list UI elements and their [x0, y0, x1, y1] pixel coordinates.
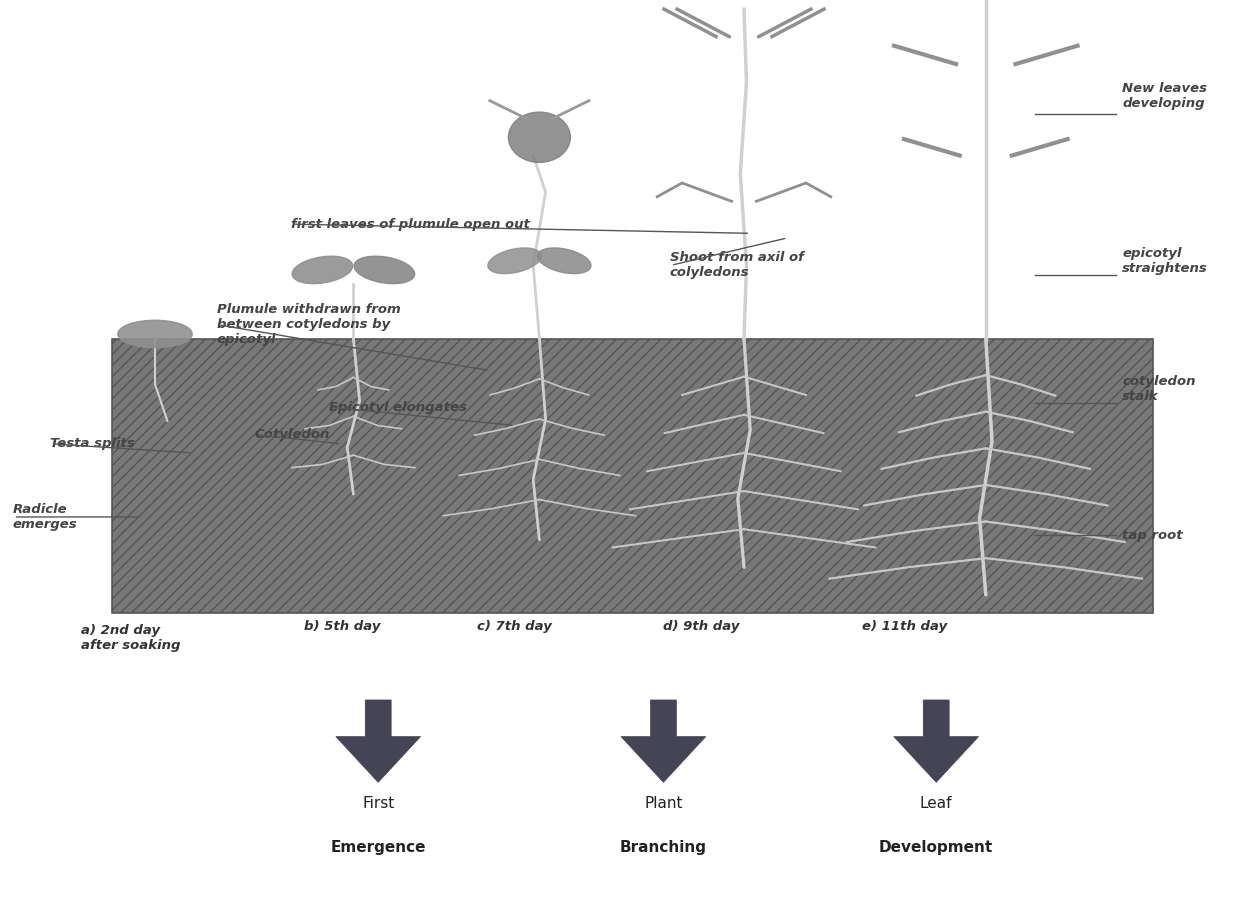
Text: b) 5th day: b) 5th day — [304, 620, 381, 633]
Text: Emergence: Emergence — [330, 840, 427, 855]
Bar — [112, 339, 1153, 613]
Ellipse shape — [293, 256, 352, 284]
Text: Radicle
emerges: Radicle emerges — [12, 503, 77, 531]
Polygon shape — [621, 700, 706, 782]
Text: Plant: Plant — [644, 796, 683, 811]
Text: cotyledon
stalk: cotyledon stalk — [1122, 375, 1195, 403]
Text: d) 9th day: d) 9th day — [663, 620, 740, 633]
Ellipse shape — [508, 112, 570, 163]
Text: New leaves
developing: New leaves developing — [1122, 82, 1208, 110]
Text: Epicotyl elongates: Epicotyl elongates — [329, 401, 466, 414]
Text: Testa splits: Testa splits — [50, 437, 134, 450]
Text: Shoot from axil of
colyledons: Shoot from axil of colyledons — [670, 252, 804, 279]
Text: Development: Development — [879, 840, 993, 855]
Ellipse shape — [355, 256, 414, 284]
Polygon shape — [336, 700, 420, 782]
Ellipse shape — [487, 248, 542, 274]
Text: Branching: Branching — [620, 840, 707, 855]
Text: Leaf: Leaf — [920, 796, 952, 811]
Text: c) 7th day: c) 7th day — [477, 620, 552, 633]
Polygon shape — [894, 700, 978, 782]
Text: First: First — [362, 796, 394, 811]
Ellipse shape — [118, 320, 192, 348]
Text: a) 2nd day
after soaking: a) 2nd day after soaking — [81, 624, 180, 652]
Text: Cotyledon: Cotyledon — [254, 428, 330, 441]
Text: e) 11th day: e) 11th day — [862, 620, 947, 633]
Ellipse shape — [537, 248, 591, 274]
Text: tap root: tap root — [1122, 529, 1183, 542]
Text: first leaves of plumule open out: first leaves of plumule open out — [291, 218, 531, 231]
Text: Plumule withdrawn from
between cotyledons by
epicotyl: Plumule withdrawn from between cotyledon… — [217, 304, 401, 346]
Text: epicotyl
straightens: epicotyl straightens — [1122, 247, 1208, 274]
